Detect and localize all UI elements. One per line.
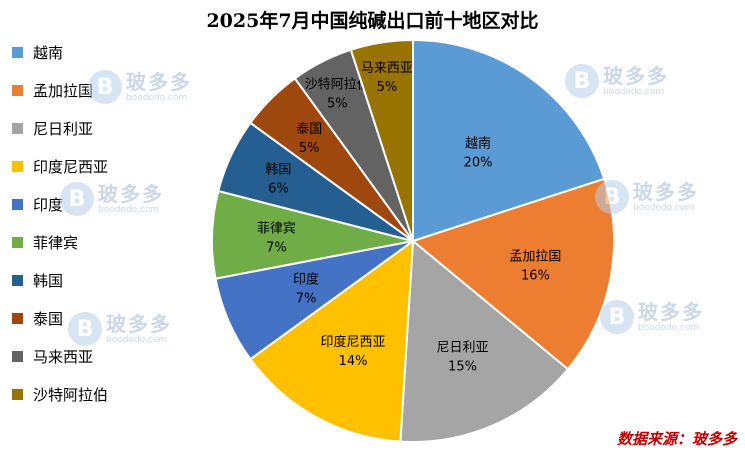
watermark: B 玻多多 boododo.com (68, 312, 172, 346)
slice-value-label: 15% (448, 359, 477, 374)
watermark-logo: B (60, 182, 94, 216)
watermark-url: boododo.com (633, 202, 695, 213)
watermark-name: 玻多多 (126, 69, 192, 94)
slice-label: 菲律宾 (257, 221, 296, 237)
legend-swatch (12, 236, 23, 248)
legend-label: 孟加拉国 (33, 81, 94, 100)
slice-label: 越南 (465, 136, 491, 152)
pie-slice (412, 38, 606, 243)
legend-label: 韩国 (33, 271, 64, 290)
watermark: B 玻多多 boododo.com (565, 64, 669, 98)
slice-value-label: 6% (268, 182, 289, 197)
chart-title: 2025年7月中国纯碱出口前十地区对比 (206, 10, 539, 32)
watermark-url: boododo.com (603, 86, 665, 97)
watermark-name: 玻多多 (638, 299, 704, 324)
legend-swatch (12, 84, 23, 96)
slice-value-label: 7% (296, 291, 317, 306)
legend-label: 尼日利亚 (33, 119, 94, 138)
legend-item: 印度 (12, 194, 63, 214)
legend-item: 马来西亚 (12, 346, 93, 366)
legend-item: 菲律宾 (12, 232, 78, 252)
legend-swatch (12, 388, 23, 400)
slice-label: 沙特阿拉伯 (305, 77, 370, 92)
legend-swatch (12, 274, 23, 286)
watermark-url: boododo.com (106, 334, 168, 345)
pie-slice (349, 38, 414, 242)
legend-item: 孟加拉国 (12, 80, 93, 100)
legend-item: 越南 (12, 42, 63, 62)
watermark-name: 玻多多 (98, 181, 164, 206)
slice-value-label: 14% (339, 354, 368, 369)
slice-label: 印度 (293, 271, 319, 287)
legend-swatch (12, 160, 23, 172)
watermark-logo: B (600, 300, 634, 334)
legend-swatch (12, 350, 23, 362)
slice-value-label: 5% (299, 141, 320, 156)
slice-value-label: 7% (266, 241, 287, 256)
slice-label: 尼日利亚 (436, 340, 488, 355)
watermark: B 玻多多 boododo.com (595, 180, 699, 214)
watermark-name: 玻多多 (106, 311, 172, 336)
legend-label: 马来西亚 (33, 347, 94, 366)
source-note: 数据来源：玻多多 (616, 430, 737, 448)
legend-label: 沙特阿拉伯 (33, 385, 109, 404)
legend-label: 越南 (33, 43, 64, 62)
watermark-logo: B (565, 64, 599, 98)
legend-item: 尼日利亚 (12, 118, 93, 138)
legend-label: 印度 (33, 195, 64, 214)
slice-label: 印度尼西亚 (320, 334, 385, 350)
pie-slice (248, 238, 415, 443)
watermark-url: boododo.com (98, 204, 160, 215)
watermark-url: boododo.com (638, 322, 700, 333)
watermark: B 玻多多 boododo.com (60, 182, 164, 216)
slice-value-label: 5% (327, 96, 348, 111)
legend-item: 泰国 (12, 308, 63, 328)
watermark: B 玻多多 boododo.com (88, 70, 192, 104)
slice-label: 马来西亚 (361, 61, 413, 76)
slice-value-label: 20% (464, 156, 493, 171)
legend-item: 印度尼西亚 (12, 156, 108, 176)
watermark-name: 玻多多 (603, 63, 669, 88)
slice-value-label: 16% (521, 268, 550, 283)
watermark-name: 玻多多 (633, 179, 699, 204)
pie-slice (399, 238, 570, 443)
watermark-url: boododo.com (126, 92, 188, 103)
slice-value-label: 5% (377, 80, 398, 95)
legend-label: 菲律宾 (33, 233, 79, 252)
legend-label: 印度尼西亚 (33, 157, 109, 176)
watermark: B 玻多多 boododo.com (600, 300, 704, 334)
slice-label: 韩国 (265, 163, 291, 178)
watermark-logo: B (88, 70, 122, 104)
legend-swatch (12, 122, 23, 134)
slice-label: 泰国 (296, 122, 322, 137)
legend-swatch (12, 198, 23, 210)
legend-swatch (12, 312, 23, 324)
legend-item: 韩国 (12, 270, 63, 290)
legend-item: 沙特阿拉伯 (12, 384, 108, 404)
legend-swatch (12, 46, 23, 58)
watermark-logo: B (595, 180, 629, 214)
slice-label: 孟加拉国 (509, 249, 561, 264)
watermark-logo: B (68, 312, 102, 346)
legend-label: 泰国 (33, 309, 64, 328)
